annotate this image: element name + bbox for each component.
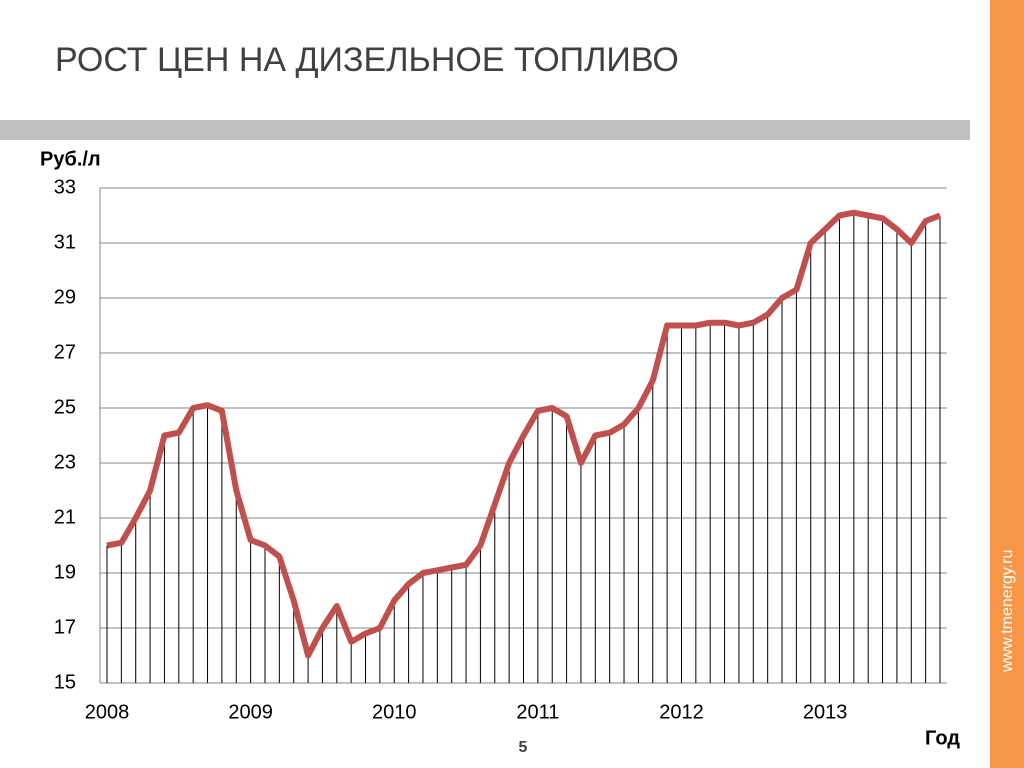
website: www.tmenergy.ru (999, 550, 1016, 673)
y-tick-label: 25 (54, 396, 76, 418)
x-tick-label: 2010 (372, 701, 417, 723)
page-number: 5 (519, 739, 528, 756)
y-tick-label: 23 (54, 451, 76, 473)
chart-title: РОСТ ЦЕН НА ДИЗЕЛЬНОЕ ТОПЛИВО (55, 41, 679, 79)
side-strip (990, 0, 1024, 768)
y-tick-label: 17 (54, 616, 76, 638)
y-tick-label: 31 (54, 231, 76, 253)
x-tick-label: 2011 (516, 701, 559, 723)
y-tick-label: 19 (54, 561, 76, 583)
x-tick-label: 2009 (228, 701, 273, 723)
title-bar (0, 120, 970, 140)
y-tick-label: 33 (54, 176, 76, 198)
price-line (106, 209, 942, 659)
y-tick-label: 27 (54, 341, 76, 363)
y-tick-label: 15 (54, 671, 76, 693)
x-tick-label: 2013 (803, 701, 848, 723)
y-axis-label: Руб./л (40, 148, 101, 170)
y-tick-label: 21 (54, 506, 76, 528)
x-tick-label: 2012 (659, 701, 704, 723)
y-tick-label: 29 (54, 286, 76, 308)
x-axis-label: Год (925, 727, 960, 749)
x-tick-label: 2008 (85, 701, 130, 723)
